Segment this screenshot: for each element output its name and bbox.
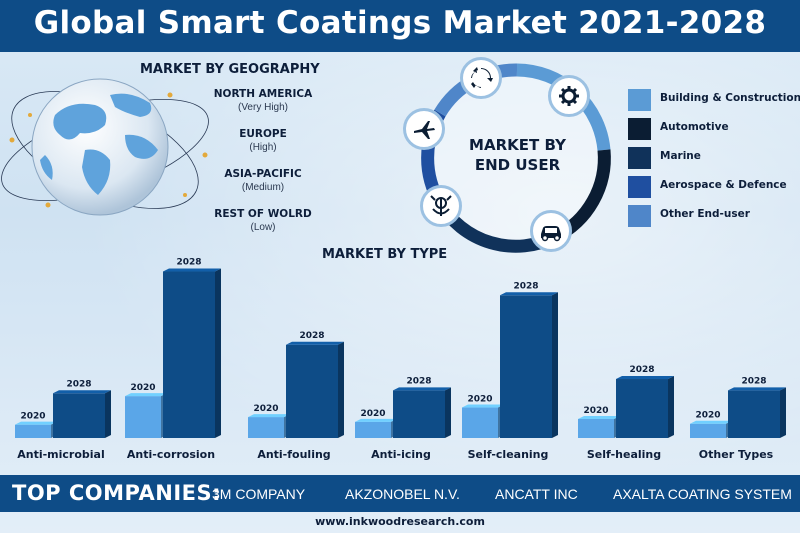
bar-2028 [53, 390, 111, 438]
bar-2028 [286, 341, 344, 438]
bar-2020 [248, 414, 290, 438]
globe-illustration [1, 78, 209, 216]
data-label-2028: 2028 [513, 281, 538, 291]
legend-swatch [628, 147, 651, 169]
jet-icon [403, 108, 445, 150]
bar-2028 [728, 387, 786, 438]
page-title: Global Smart Coatings Market 2021-2028 [33, 5, 767, 41]
legend-swatch [628, 205, 651, 227]
title-bar: Global Smart Coatings Market 2021-2028 [0, 0, 800, 52]
data-label-2028: 2028 [629, 365, 654, 375]
company-ancatt: ANCATT INC [495, 486, 578, 502]
geo-region-rest-of-world: REST OF WOLRD (Low) [203, 208, 323, 233]
category-label: Self-cleaning [468, 448, 549, 461]
legend-label: Marine [660, 150, 701, 162]
geo-region-europe: EUROPE (High) [203, 128, 323, 153]
category-label: Anti-microbial [17, 448, 105, 461]
data-label-2020: 2020 [20, 412, 45, 422]
legend-swatch [628, 176, 651, 198]
bar-2028 [616, 376, 674, 438]
bar-2020 [125, 393, 167, 438]
geo-region-level: (Medium) [241, 182, 285, 193]
category-label: Anti-corrosion [127, 448, 215, 461]
end-user-center-line-1: MARKET BY [469, 136, 566, 154]
top-companies-bar: TOP COMPANIES: 3M COMPANY AKZONOBEL N.V.… [0, 475, 800, 512]
market-by-type-chart: 2020 2028 Anti-microbial 2020 2028 Anti-corro… [15, 258, 786, 461]
data-label-2028: 2028 [176, 258, 201, 268]
category-label: Self-healing [587, 448, 661, 461]
legend-label: Aerospace & Defence [660, 179, 787, 191]
bar-2020 [462, 404, 504, 438]
legend-label: Other End-user [660, 208, 750, 220]
data-label-2020: 2020 [360, 409, 385, 419]
geo-region-level: (Very High) [237, 102, 288, 113]
end-user-center-line-2: END USER [474, 156, 561, 174]
end-user-center-label: MARKET BY END USER [455, 135, 580, 175]
geo-region-name: EUROPE [239, 128, 287, 140]
recycle-icon [460, 57, 502, 99]
geography-heading: MARKET BY GEOGRAPHY [140, 62, 320, 77]
company-axalta: AXALTA COATING SYSTEM [613, 486, 792, 502]
bar-2020 [578, 415, 620, 438]
data-label-2020: 2020 [130, 383, 155, 393]
geo-region-name: NORTH AMERICA [213, 88, 313, 100]
bar-2020 [690, 420, 732, 438]
geo-region-name: ASIA-PACIFIC [224, 168, 302, 180]
bar-2028 [500, 292, 558, 438]
category-label: Anti-icing [371, 448, 431, 461]
data-label-2020: 2020 [253, 404, 278, 414]
data-label-2028: 2028 [406, 376, 431, 386]
anchor-emblem-icon [420, 185, 462, 227]
geo-region-name: REST OF WOLRD [214, 208, 312, 220]
bar-2028 [393, 387, 451, 438]
legend-label: Building & Construction [660, 92, 800, 104]
bar-2020 [15, 421, 57, 438]
data-label-2028: 2028 [741, 376, 766, 386]
company-akzonobel: AKZONOBEL N.V. [345, 486, 460, 502]
legend-swatch [628, 89, 651, 111]
category-label: Anti-fouling [257, 448, 330, 461]
bar-2028 [163, 268, 221, 438]
data-label-2028: 2028 [299, 331, 324, 341]
data-label-2028: 2028 [66, 379, 91, 389]
geo-region-level: (High) [249, 142, 277, 153]
car-icon [530, 210, 572, 252]
gear-icon [548, 75, 590, 117]
geo-region-north-america: NORTH AMERICA (Very High) [203, 88, 323, 113]
legend-swatch [628, 118, 651, 140]
company-3m: 3M COMPANY [212, 486, 306, 502]
category-label: Other Types [699, 448, 774, 461]
legend-label: Automotive [660, 121, 729, 133]
footer-url: www.inkwoodresearch.com [315, 515, 485, 528]
data-label-2020: 2020 [467, 395, 492, 405]
geo-region-asia-pacific: ASIA-PACIFIC (Medium) [203, 168, 323, 193]
data-label-2020: 2020 [583, 406, 608, 416]
chart-title: MARKET BY TYPE [322, 247, 448, 262]
top-companies-heading: TOP COMPANIES: [12, 481, 222, 505]
bar-2020 [355, 418, 397, 438]
geo-region-level: (Low) [250, 222, 276, 233]
data-label-2020: 2020 [695, 411, 720, 421]
